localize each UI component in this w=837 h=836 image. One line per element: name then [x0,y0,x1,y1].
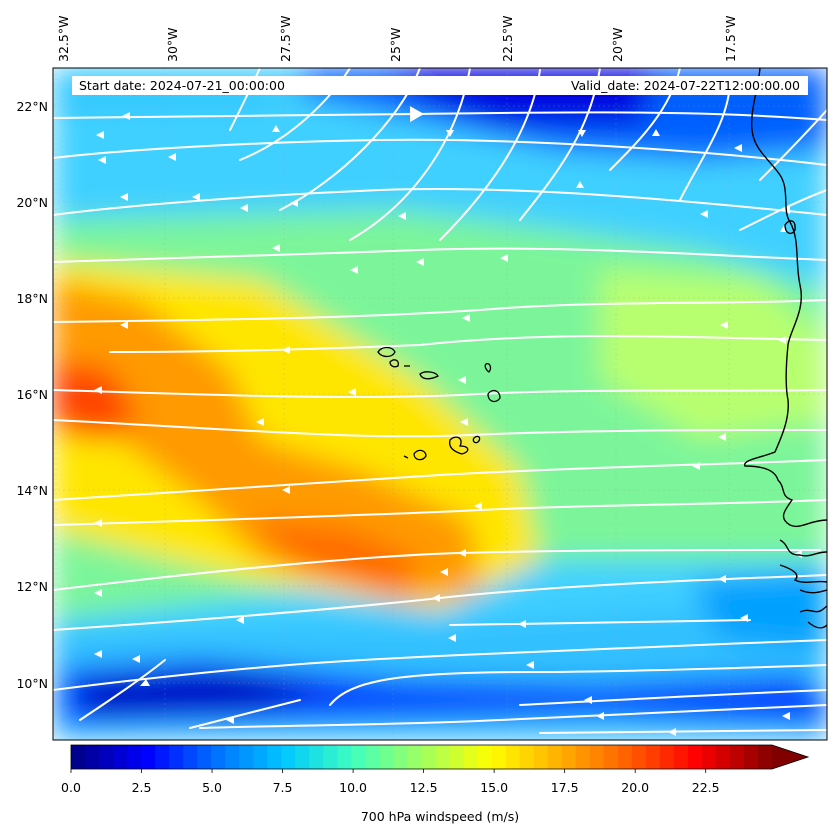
colorbar-step [393,745,409,769]
colorbar-step [169,745,184,769]
colorbar-tick-label: 2.5 [132,780,152,795]
lon-tick-label: 20°W [610,27,625,62]
colorbar-step [449,745,465,769]
colorbar-step [323,745,338,769]
colorbar-step [687,745,703,769]
colorbar-step [127,745,142,769]
lat-tick-label: 16°N [16,387,48,402]
colorbar-step [309,745,324,769]
colorbar-step [337,745,352,769]
lon-tick-label: 30°W [165,27,180,62]
lat-tick-label: 20°N [16,195,48,210]
colorbar-step [491,745,507,769]
colorbar-step [99,745,114,769]
colorbar: 0.0 2.5 5.0 7.5 10.0 12.5 15.0 17.5 20.0 22.5 700… [61,744,810,824]
lon-tick-label: 32.5°W [56,16,71,62]
colorbar-step [603,745,619,769]
colorbar-step [435,745,451,769]
colorbar-step [645,745,661,769]
colorbar-step [281,745,296,769]
colorbar-step [295,745,310,769]
map-panel [53,68,827,740]
colorbar-label: 700 hPa windspeed (m/s) [361,809,519,824]
streamline-arrows [94,112,802,736]
colorbar-outline [70,744,810,770]
colorbar-step [365,745,381,769]
colorbar-step [407,745,423,769]
lon-tick-label: 25°W [388,27,403,62]
colorbar-step [715,745,731,769]
latitude-ticks: 22°N 20°N 18°N 16°N 14°N 12°N 10°N [16,99,48,691]
colorbar-tick-label: 0.0 [61,780,81,795]
colorbar-tick-label: 12.5 [410,780,438,795]
colorbar-step [547,745,563,769]
colorbar-step [519,745,535,769]
lon-tick-label: 22.5°W [500,16,515,62]
colorbar-step [379,745,395,769]
colorbar-step [617,745,633,769]
lon-tick-label: 17.5°W [723,16,738,62]
colorbar-step [575,745,591,769]
colorbar-step [253,745,268,769]
map-frame [52,67,828,741]
colorbar-step [757,745,773,769]
start-date-label: Start date: 2024-07-21_00:00:00 [79,78,285,93]
colorbar-ticks: 0.0 2.5 5.0 7.5 10.0 12.5 15.0 17.5 20.0 22.5 [61,769,720,795]
colorbar-step [673,745,689,769]
colorbar-step [631,745,647,769]
lat-tick-label: 22°N [16,99,48,114]
lon-tick-label: 27.5°W [278,16,293,62]
colorbar-step [421,745,437,769]
colorbar-step [659,745,675,769]
colorbar-extend-arrow [772,745,808,769]
colorbar-step [85,745,100,769]
colorbar-step [155,745,170,769]
colorbar-step [197,745,212,769]
lat-tick-label: 18°N [16,291,48,306]
colorbar-step [113,745,128,769]
colorbar-step [701,745,717,769]
colorbar-step [729,745,745,769]
longitude-ticks: 32.5°W 30°W 27.5°W 25°W 22.5°W 20°W 17.5… [56,16,738,62]
colorbar-tick-label: 10.0 [339,780,367,795]
colorbar-step [743,745,759,769]
info-bar [72,76,808,95]
colorbar-step [351,745,367,769]
colorbar-step [533,745,549,769]
colorbar-step [183,745,198,769]
cape-verde-islands [377,346,501,461]
lat-tick-label: 12°N [16,579,48,594]
colorbar-step [561,745,577,769]
colorbar-tick-label: 7.5 [273,780,293,795]
colorbar-step [463,745,479,769]
colorbar-step [589,745,605,769]
lat-tick-label: 10°N [16,676,48,691]
lat-tick-label: 14°N [16,483,48,498]
colorbar-tick-label: 15.0 [480,780,508,795]
valid-date-label: Valid_date: 2024-07-22T12:00:00.00 [571,78,800,93]
colorbar-step [141,745,156,769]
colorbar-step [477,745,493,769]
colorbar-step [505,745,521,769]
colorbar-step [211,745,226,769]
colorbar-tick-label: 17.5 [551,780,579,795]
colorbar-tick-label: 22.5 [692,780,720,795]
windspeed-field [53,68,827,740]
colorbar-steps [71,745,773,769]
colorbar-tick-label: 5.0 [202,780,222,795]
colorbar-step [239,745,254,769]
colorbar-step [71,745,86,769]
colorbar-step [267,745,282,769]
colorbar-step [225,745,240,769]
colorbar-tick-label: 20.0 [621,780,649,795]
coastlines [744,68,827,629]
